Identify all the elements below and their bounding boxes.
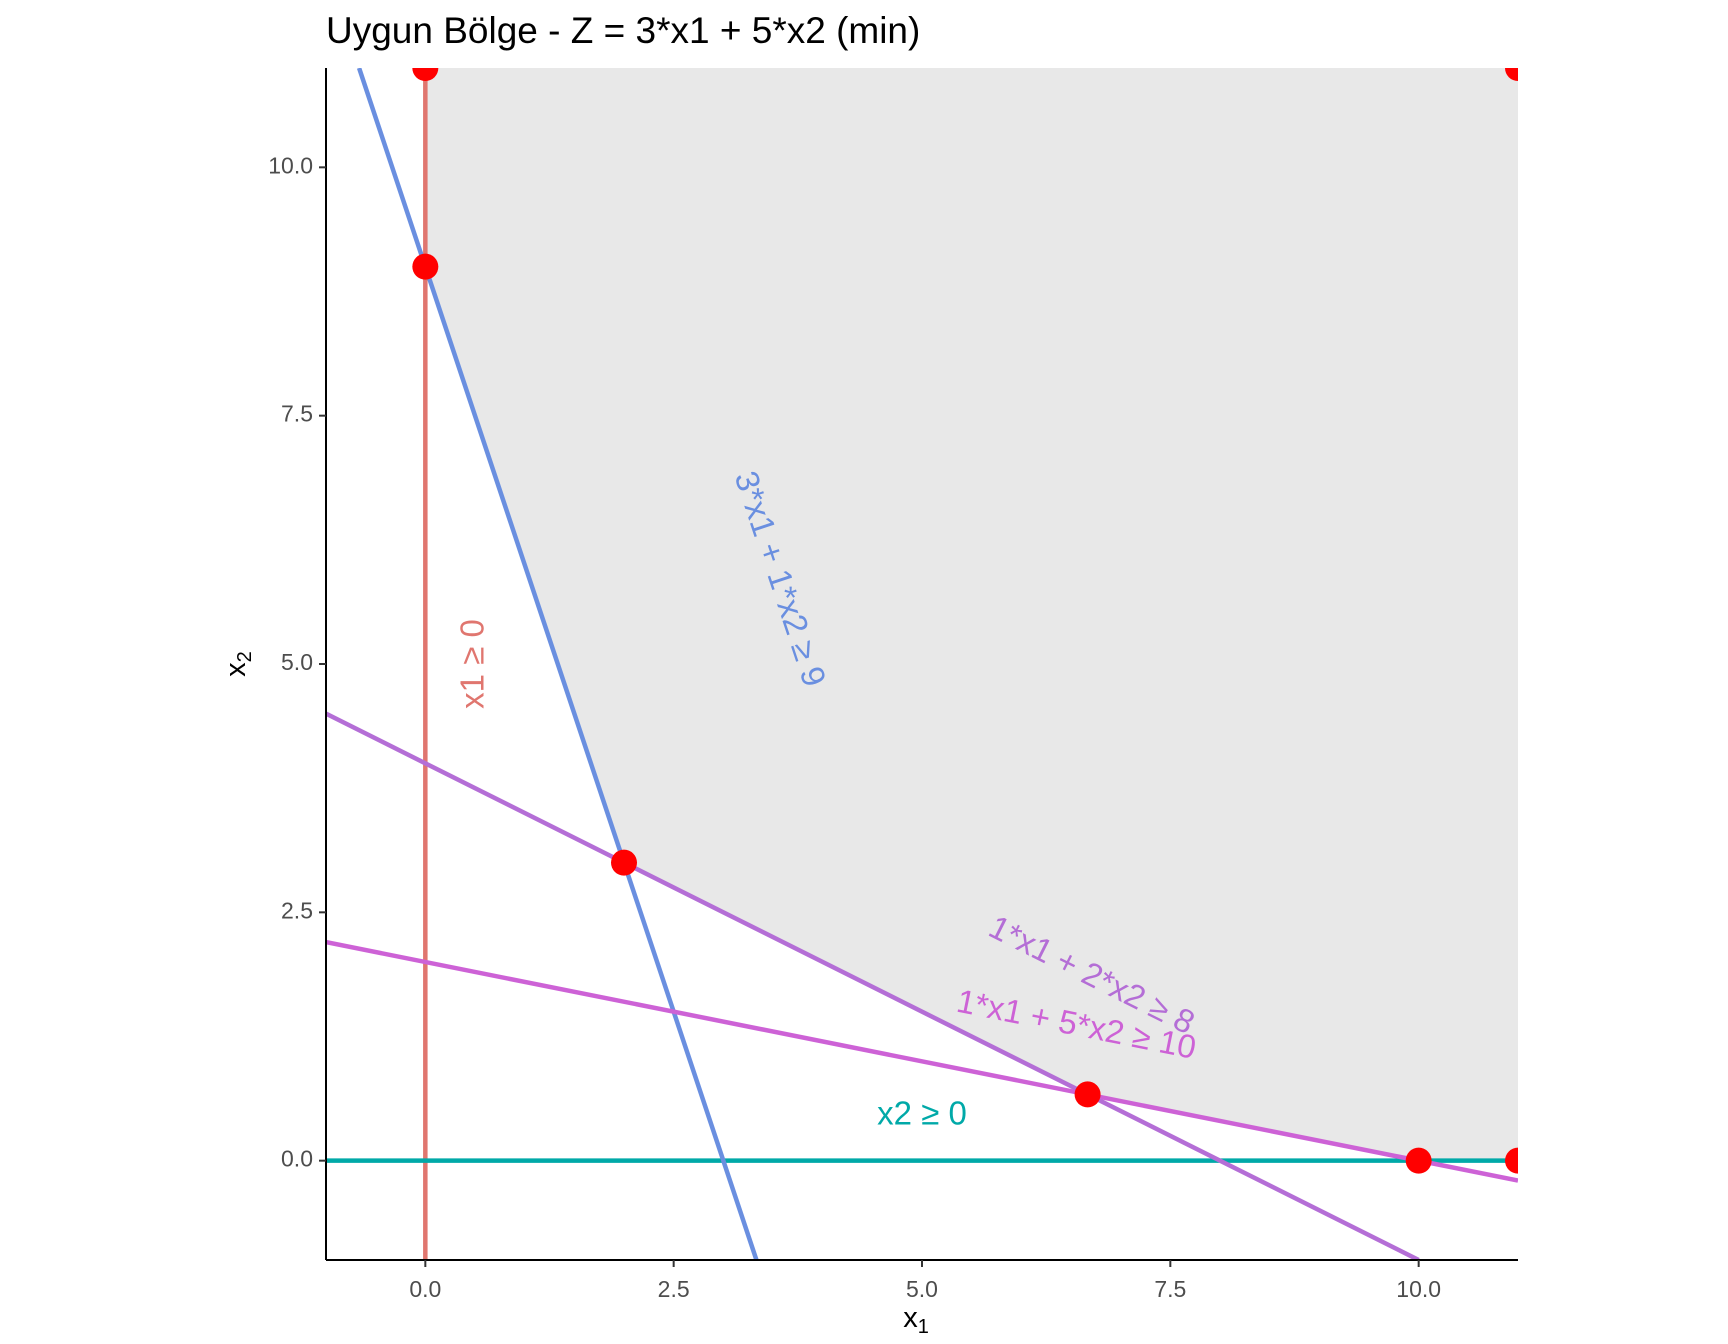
x-tick-label-2: 2.5 (658, 1276, 690, 1302)
vertex-points (412, 68, 1518, 1174)
vertex-point-6 (1505, 1147, 1518, 1174)
x-axis-title: x1 (903, 1302, 929, 1338)
chart-title: Uygun Bölge - Z = 3*x1 + 5*x2 (min) (326, 10, 920, 51)
x-tick-label-4: 7.5 (1154, 1276, 1186, 1302)
constraint-label-2: x2 ≥ 0 (877, 1095, 967, 1132)
plot-area (326, 68, 1518, 1260)
x-tick-label-5: 10.0 (1396, 1276, 1441, 1302)
y-axis-title: x2 (220, 651, 256, 677)
y-tick-label-5: 10.0 (268, 152, 313, 178)
y-tick-label-1: 0.0 (281, 1146, 313, 1172)
vertex-point-3 (611, 849, 637, 876)
x-tick-label-1: 0.0 (409, 1276, 441, 1302)
y-tick-label-4: 7.5 (281, 401, 313, 427)
constraint-label-1: x1 ≥ 0 (454, 619, 491, 709)
constraint-line-4 (326, 711, 1420, 1260)
y-tick-label-3: 5.0 (281, 649, 313, 675)
vertex-point-1 (412, 68, 439, 81)
y-tick-label-2: 2.5 (281, 897, 313, 923)
x-axis-ticks: 0.0 2.5 5.0 7.5 10.0 (409, 1260, 1441, 1302)
vertex-point-7 (1505, 68, 1518, 81)
y-axis-ticks: 0.0 2.5 5.0 7.5 10.0 (268, 152, 326, 1172)
constraint-line-5 (326, 939, 1518, 1183)
vertex-point-2 (412, 253, 439, 280)
x-tick-label-3: 5.0 (906, 1276, 938, 1302)
vertex-point-5 (1405, 1147, 1432, 1174)
vertex-point-4 (1074, 1081, 1101, 1108)
feasible-region (425, 68, 1518, 1161)
